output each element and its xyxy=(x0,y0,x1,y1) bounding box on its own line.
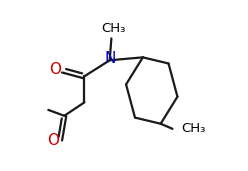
Text: CH₃: CH₃ xyxy=(101,22,125,35)
Text: O: O xyxy=(47,133,59,148)
Text: CH₃: CH₃ xyxy=(181,122,205,135)
Text: O: O xyxy=(49,62,61,77)
Text: N: N xyxy=(105,51,116,66)
